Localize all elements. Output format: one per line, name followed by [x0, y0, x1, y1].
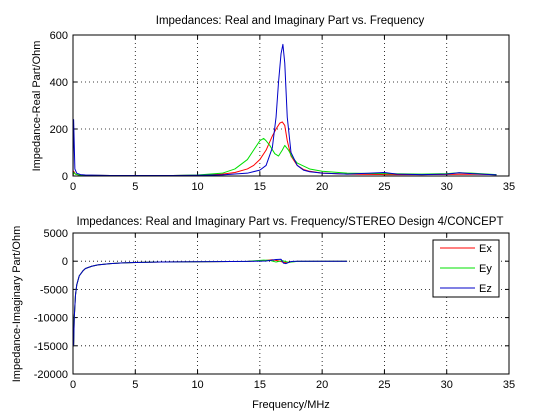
bottom-chart-series [73, 258, 348, 346]
x-tick-label: 35 [503, 181, 515, 193]
legend-entry-ey: Ey [440, 263, 492, 275]
y-tick-label: 600 [50, 30, 68, 42]
x-tick-label: 25 [378, 181, 390, 193]
x-tick-label: 10 [191, 181, 203, 193]
bottom-chart-grid [73, 233, 509, 374]
bottom-chart-ylabel: Impedance-Imaginary Part/Ohm [11, 226, 23, 383]
x-tick-label: 10 [191, 379, 203, 391]
svg-text:Ez: Ez [479, 283, 492, 295]
x-tick-label: 15 [254, 181, 266, 193]
y-tick-label: 200 [50, 124, 68, 136]
legend-entry-ez: Ez [440, 283, 492, 295]
bottom-chart-ticks: 0 5 10 15 20 25 30 35 -20000 -15000 -10000 -5000 0 50… [34, 228, 515, 391]
bottom-chart-xlabel: Frequency/MHz [252, 399, 330, 411]
top-chart-axes-box [72, 34, 510, 177]
x-tick-label: 35 [503, 379, 515, 391]
y-tick-label: 5000 [44, 228, 68, 240]
svg-text:Ey: Ey [479, 263, 492, 275]
bottom-chart: Impedances: Real and Imaginary Part vs. … [11, 216, 515, 411]
bottom-chart-axes-box [72, 232, 510, 375]
top-chart-ticks: 0 5 10 15 20 25 30 35 0 200 400 600 [50, 30, 515, 193]
x-tick-label: 5 [132, 181, 138, 193]
y-tick-label: -10000 [34, 313, 68, 325]
y-tick-label: 0 [62, 171, 68, 183]
y-tick-label: -15000 [34, 341, 68, 353]
x-tick-label: 20 [316, 181, 328, 193]
svg-text:Ex: Ex [479, 243, 492, 255]
x-tick-label: 5 [132, 379, 138, 391]
legend-entry-ex: Ex [440, 243, 492, 255]
y-tick-label: 400 [50, 77, 68, 89]
x-tick-label: 15 [254, 379, 266, 391]
y-tick-label: -5000 [40, 284, 68, 296]
x-tick-label: 30 [441, 181, 453, 193]
top-chart-title: Impedances: Real and Imaginary Part vs. … [156, 15, 425, 27]
bottom-chart-title: Impedances: Real and Imaginary Part vs. … [77, 216, 504, 228]
top-chart-ylabel: Impedance-Real Part/Ohm [31, 41, 43, 172]
legend: Ex Ey Ez [432, 239, 500, 298]
x-tick-label: 25 [378, 379, 390, 391]
top-chart: Impedances: Real and Imaginary Part vs. … [31, 15, 515, 193]
x-tick-label: 20 [316, 379, 328, 391]
x-tick-label: 0 [70, 379, 76, 391]
top-chart-grid [73, 35, 509, 176]
y-tick-label: -20000 [34, 369, 68, 381]
y-tick-label: 0 [62, 256, 68, 268]
x-tick-label: 0 [70, 181, 76, 193]
series-line-ez [73, 258, 348, 346]
x-tick-label: 30 [441, 379, 453, 391]
series-line-ez [73, 43, 497, 176]
